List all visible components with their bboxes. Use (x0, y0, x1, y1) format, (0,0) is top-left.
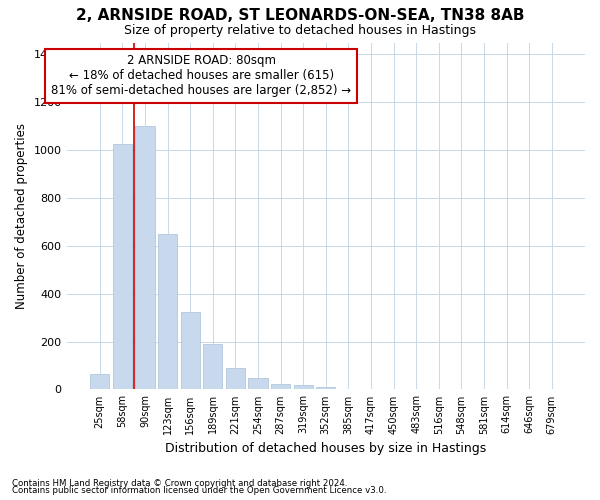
X-axis label: Distribution of detached houses by size in Hastings: Distribution of detached houses by size … (165, 442, 487, 455)
Bar (271, 384, 290, 390)
Bar (158, 234, 177, 390)
Y-axis label: Number of detached properties: Number of detached properties (15, 123, 28, 309)
Bar (248, 378, 268, 390)
Text: 2, ARNSIDE ROAD, ST LEONARDS-ON-SEA, TN38 8AB: 2, ARNSIDE ROAD, ST LEONARDS-ON-SEA, TN3… (76, 8, 524, 22)
Text: Size of property relative to detached houses in Hastings: Size of property relative to detached ho… (124, 24, 476, 37)
Bar (316, 386, 335, 390)
Text: Contains public sector information licensed under the Open Government Licence v3: Contains public sector information licen… (12, 486, 386, 495)
Bar (203, 344, 223, 390)
Text: 2 ARNSIDE ROAD: 80sqm
← 18% of detached houses are smaller (615)
81% of semi-det: 2 ARNSIDE ROAD: 80sqm ← 18% of detached … (52, 54, 352, 98)
Bar (293, 384, 313, 390)
Bar (181, 312, 200, 390)
Bar (136, 126, 155, 390)
Text: Contains HM Land Registry data © Crown copyright and database right 2024.: Contains HM Land Registry data © Crown c… (12, 478, 347, 488)
Bar (113, 144, 132, 390)
Bar (226, 368, 245, 390)
Bar (90, 374, 109, 390)
